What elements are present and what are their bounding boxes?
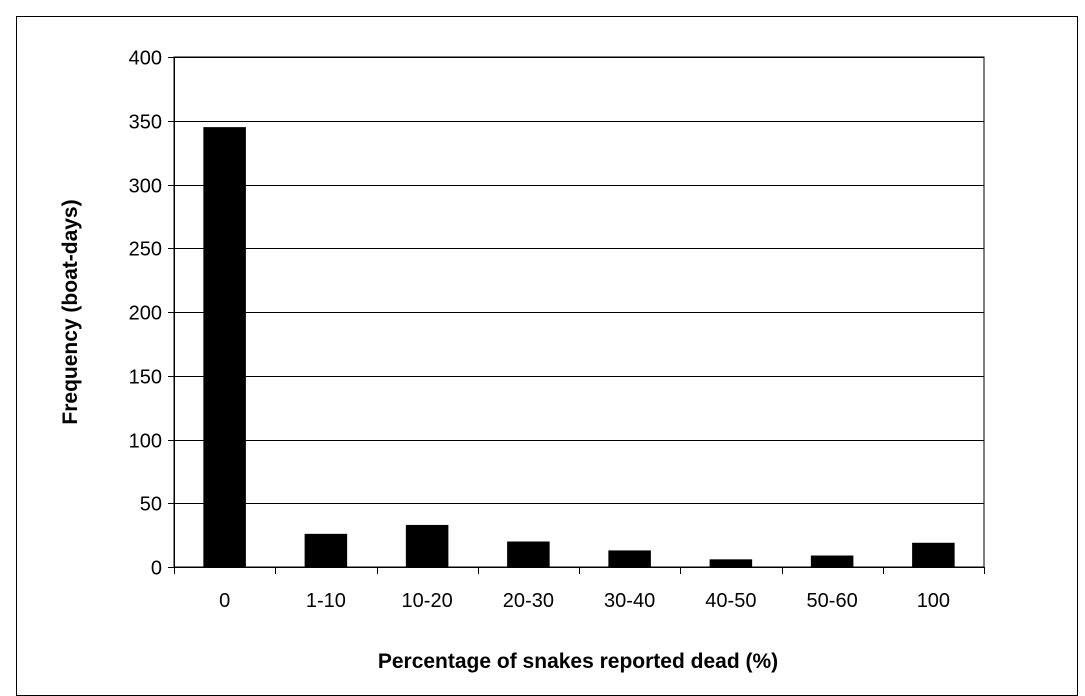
y-tick-label: 150 xyxy=(129,367,162,389)
bar-chart: 0 50 100 150 200 250 300 350 400 0 1-10 10-20 20-30 3… xyxy=(59,48,985,673)
y-tick-label: 400 xyxy=(129,48,162,70)
bar-40-50 xyxy=(709,559,753,567)
x-tick-label: 10-20 xyxy=(402,590,453,612)
tick-labels: 0 50 100 150 200 250 300 350 400 0 1-10 10-20 20-30 3… xyxy=(129,48,950,613)
x-tick-label: 30-40 xyxy=(604,590,655,612)
y-tick-label: 250 xyxy=(129,239,162,261)
bar-50-60 xyxy=(810,555,854,567)
gridlines xyxy=(173,56,985,568)
bar-100 xyxy=(912,542,955,567)
axes xyxy=(168,57,985,574)
y-tick-label: 100 xyxy=(129,431,162,453)
y-tick-label: 300 xyxy=(129,176,162,198)
y-tick-label: 0 xyxy=(151,558,162,580)
bar-0 xyxy=(203,127,246,567)
x-tick-label: 1-10 xyxy=(306,590,346,612)
x-axis-title: Percentage of snakes reported dead (%) xyxy=(378,650,778,673)
chart-frame xyxy=(16,16,1078,696)
y-tick-label: 200 xyxy=(129,303,162,325)
x-tick-label: 0 xyxy=(219,590,230,612)
bars xyxy=(203,127,955,567)
bar-10-20 xyxy=(405,524,449,567)
y-axis-title: Frequency (boat-days) xyxy=(59,199,82,424)
y-tick-label: 50 xyxy=(140,494,162,516)
x-tick-label: 40-50 xyxy=(705,590,756,612)
x-tick-label: 20-30 xyxy=(503,590,554,612)
x-tick-label: 50-60 xyxy=(807,590,858,612)
bar-30-40 xyxy=(608,550,651,567)
bar-1-10 xyxy=(304,533,348,567)
x-tick-label: 100 xyxy=(917,590,950,612)
y-tick-label: 350 xyxy=(129,112,162,134)
bar-20-30 xyxy=(507,541,550,567)
